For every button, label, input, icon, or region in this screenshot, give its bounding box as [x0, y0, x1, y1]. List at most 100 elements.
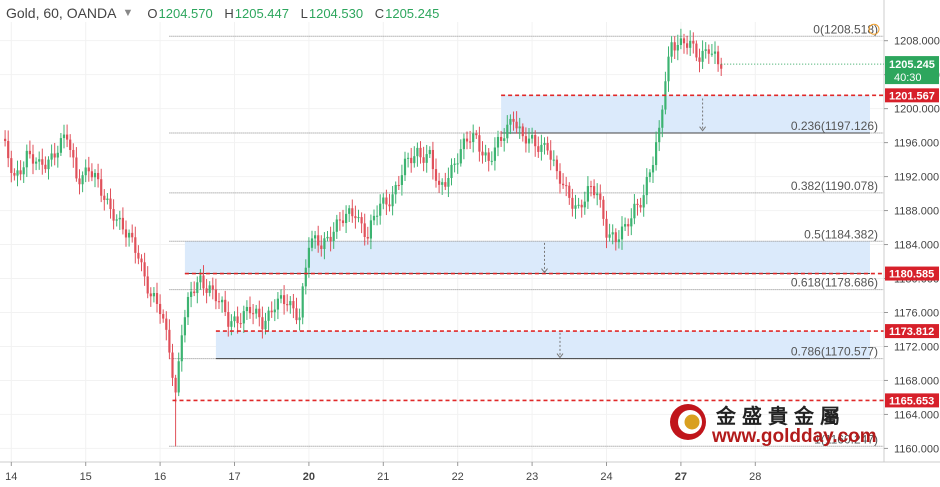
candle-body: [465, 138, 469, 142]
candle: [438, 172, 441, 193]
candle: [537, 136, 540, 158]
candle-body: [100, 179, 103, 196]
candle-body: [7, 141, 10, 159]
candle-body: [279, 295, 283, 299]
candle: [140, 254, 143, 272]
candle: [447, 167, 450, 198]
candle-body: [295, 308, 298, 321]
candle: [159, 294, 162, 324]
candle: [221, 296, 224, 313]
candle: [493, 137, 496, 171]
candle: [279, 289, 283, 304]
candle: [630, 208, 633, 236]
candle-body: [469, 141, 472, 143]
candle: [394, 181, 397, 204]
candle: [506, 115, 509, 144]
price-tick-label: 1168.000: [894, 375, 939, 387]
last-price-label: 1205.245: [889, 59, 935, 71]
candle-body: [261, 317, 264, 330]
candle: [422, 146, 425, 172]
candle: [462, 133, 465, 160]
candle-body: [710, 53, 713, 55]
price-tick-label: 1164.000: [894, 409, 939, 421]
price-marker-tag-label: 1165.653: [889, 395, 934, 407]
candle-body: [186, 296, 190, 318]
candle-body: [655, 142, 658, 166]
price-tick-label: 1208.000: [894, 36, 940, 48]
candle-body: [335, 219, 338, 232]
candle: [323, 232, 326, 260]
bar-countdown-label: 40:30: [894, 72, 922, 84]
candle: [10, 150, 13, 183]
candle-body: [28, 150, 31, 155]
candle: [267, 306, 270, 332]
candle: [7, 130, 10, 168]
candle: [701, 40, 704, 69]
price-marker-tag-label: 1180.585: [889, 269, 934, 281]
candle-body: [407, 157, 410, 159]
candle-body: [695, 43, 698, 58]
candle-body: [391, 194, 394, 207]
candle-body: [115, 219, 118, 221]
candle-body: [159, 303, 162, 315]
candle-body: [388, 204, 391, 207]
candle-body: [224, 299, 227, 312]
candle: [224, 290, 227, 317]
chevron-down-icon[interactable]: ▼: [122, 7, 134, 19]
symbol-label[interactable]: Gold, 60, OANDA: [6, 5, 117, 21]
candle-body: [372, 215, 376, 221]
candle-body: [248, 306, 252, 314]
watermark-url: www.goldday.com: [712, 426, 877, 447]
candle: [673, 36, 676, 60]
candle-body: [276, 298, 279, 310]
candle: [217, 292, 221, 309]
candle-body: [16, 170, 19, 176]
candle-body: [558, 171, 562, 184]
candle: [360, 212, 363, 234]
candle-body: [394, 184, 397, 195]
candle-body: [320, 245, 323, 250]
candle-body: [146, 276, 149, 294]
candle-body: [236, 316, 239, 324]
candle-body: [571, 197, 574, 209]
candle-body: [13, 172, 16, 176]
candle: [531, 127, 534, 144]
candle: [372, 209, 376, 226]
goldday-logo-icon: [670, 404, 706, 440]
candle-body: [425, 154, 428, 163]
candle-body: [701, 50, 704, 62]
price-tick-label: 1184.000: [894, 240, 939, 252]
candle-body: [496, 136, 500, 148]
candle-body: [453, 163, 456, 165]
candle: [589, 180, 593, 197]
candle: [50, 144, 53, 167]
candle: [431, 141, 434, 180]
candle-body: [255, 308, 258, 314]
candle-body: [648, 172, 651, 177]
candle: [146, 266, 149, 299]
supply-demand-zone: [215, 331, 870, 359]
candle: [698, 48, 701, 73]
candle-body: [400, 175, 403, 185]
candle-body: [252, 313, 255, 315]
candle-body: [540, 144, 543, 152]
candle-body: [481, 151, 484, 156]
candle: [193, 281, 196, 297]
candle-body: [211, 285, 214, 290]
candle-body: [155, 293, 159, 304]
candle: [335, 214, 338, 239]
price-tick-label: 1160.000: [894, 443, 939, 455]
candle-body: [366, 236, 369, 239]
candle: [202, 265, 205, 296]
candle: [664, 71, 667, 115]
candle-body: [87, 167, 90, 172]
candle: [608, 223, 611, 242]
time-tick-label: 28: [749, 471, 761, 483]
candle: [382, 193, 385, 210]
candle-body: [543, 143, 546, 145]
candle-body: [128, 232, 131, 238]
fib-level-label: 1(1160.247): [814, 432, 878, 446]
arrow-head-icon: [556, 353, 564, 359]
